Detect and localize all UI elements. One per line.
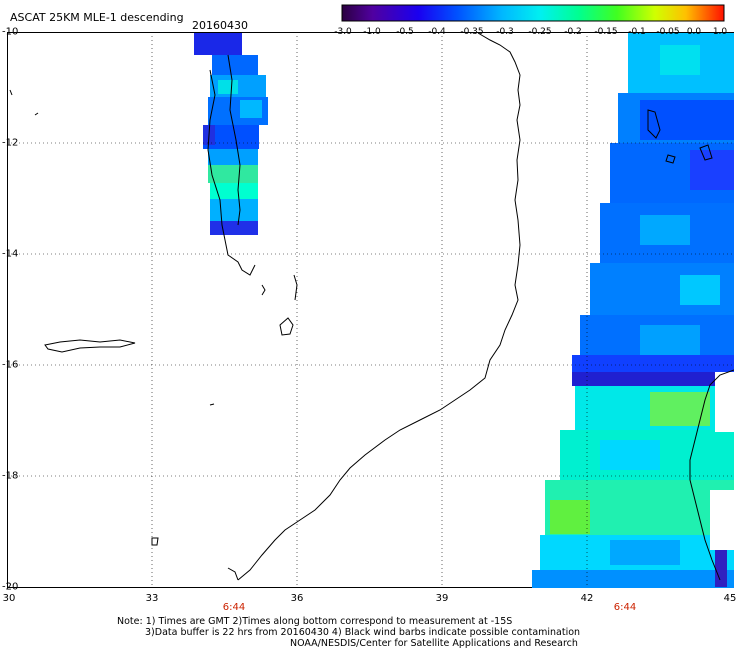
coastline [9,32,734,581]
lon-label: 33 [145,593,159,604]
colorbar-label: -0.4 [428,27,446,37]
lat-label: -18 [2,470,19,482]
swath-east [532,33,734,588]
lat-label: -16 [2,359,19,371]
colorbar [341,4,725,22]
lat-label: -10 [2,26,19,38]
pass-time: 6:44 [613,602,637,613]
colorbar-label: -0.05 [656,27,680,37]
footer-note-2: 3)Data buffer is 22 hrs from 20160430 4)… [145,627,581,638]
footer-note-1: Note: 1) Times are GMT 2)Times along bot… [117,616,513,627]
pass-time: 6:44 [222,602,246,613]
colorbar-label: 1.0 [712,27,728,37]
colorbar-label: -0.5 [396,27,414,37]
colorbar-label: -0.15 [594,27,618,37]
lon-label: 42 [580,593,594,604]
product-title: ASCAT 25KM MLE-1 descending [10,11,184,24]
product-date: 20160430 [192,19,248,32]
colorbar-label: -1.0 [363,27,381,37]
colorbar-label: -0.25 [528,27,552,37]
lat-label: -20 [2,581,19,593]
lon-label: 36 [290,593,304,604]
footer-credit: NOAA/NESDIS/Center for Satellite Applica… [290,638,578,649]
lon-label: 45 [723,593,737,604]
colorbar-label: -3.0 [334,27,352,37]
graticule [7,32,734,588]
colorbar-label: -0.3 [496,27,514,37]
lat-label: -12 [2,137,19,149]
lon-label: 30 [2,593,16,604]
colorbar-label: -0.1 [628,27,646,37]
colorbar-label: 0.0 [686,27,702,37]
colorbar-label: -0.35 [460,27,484,37]
lat-label: -14 [2,248,19,260]
lon-label: 39 [435,593,449,604]
colorbar-label: -0.2 [564,27,582,37]
swath-west [194,33,268,235]
